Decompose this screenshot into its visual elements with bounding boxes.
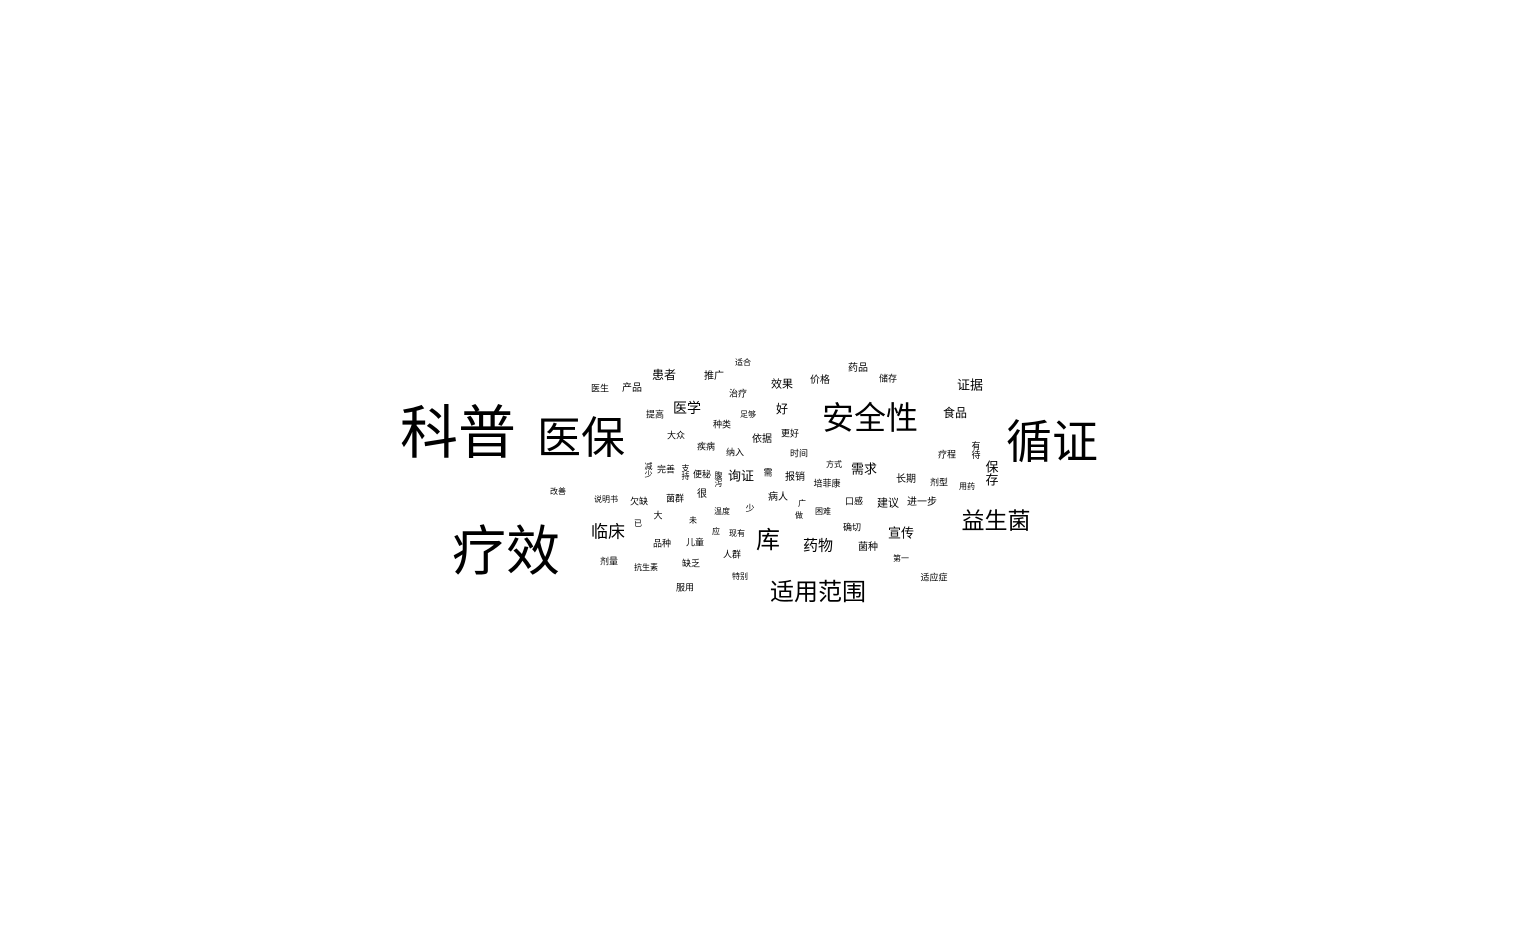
word: 库 [756, 526, 780, 554]
word: 大众 [666, 431, 686, 442]
word: 长期 [896, 474, 916, 485]
word: 菌种 [858, 542, 878, 553]
word: 服用 [675, 583, 695, 594]
word: 询证 [727, 469, 755, 485]
word: 腹泻 [714, 471, 723, 487]
word: 缺乏 [681, 559, 701, 570]
word: 儿童 [685, 538, 705, 549]
word: 循证 [1006, 415, 1098, 469]
word: 药物 [802, 536, 834, 555]
word: 提高 [645, 410, 665, 421]
word: 产品 [622, 383, 642, 394]
word: 安全性 [821, 399, 919, 437]
word: 改善 [550, 487, 566, 496]
word: 很 [697, 489, 707, 500]
word: 价格 [810, 375, 830, 386]
word: 储存 [878, 374, 898, 385]
word: 菌群 [665, 494, 685, 505]
word: 疗程 [937, 450, 957, 461]
word: 方式 [826, 460, 842, 469]
word: 建议 [877, 496, 899, 510]
word: 患者 [651, 368, 677, 382]
word: 剂量 [599, 557, 619, 568]
word: 适合 [735, 358, 751, 367]
word: 疾病 [696, 442, 716, 453]
word: 人群 [722, 550, 742, 561]
word: 种类 [712, 420, 732, 431]
word: 说明书 [594, 495, 618, 504]
word: 疗效 [452, 520, 560, 583]
word: 依据 [752, 434, 772, 445]
word: 适用范围 [770, 578, 866, 606]
word: 适应症 [920, 573, 948, 584]
word: 科普 [399, 399, 517, 467]
word: 用药 [959, 482, 975, 491]
word: 抗生素 [634, 563, 658, 572]
word: 医保 [537, 413, 625, 464]
word: 第一 [893, 554, 909, 563]
word: 现有 [729, 529, 745, 538]
word: 剂型 [929, 478, 949, 489]
word: 欠缺 [629, 497, 649, 508]
word: 大 [653, 511, 663, 522]
word: 口感 [844, 497, 864, 508]
word: 困难 [815, 507, 831, 516]
word: 培菲康 [813, 479, 841, 490]
word: 报销 [785, 472, 805, 483]
word: 推广 [704, 371, 724, 382]
word: 足够 [740, 410, 756, 419]
word: 病人 [768, 492, 788, 503]
word: 需 [763, 468, 773, 479]
word: 保存 [982, 460, 998, 486]
word: 治疗 [728, 389, 748, 400]
word: 效果 [771, 377, 793, 391]
word: 少 [745, 504, 755, 515]
word: 便秘 [692, 470, 712, 481]
word: 证据 [956, 378, 984, 394]
word: 需求 [850, 462, 878, 478]
word: 医学 [673, 401, 701, 417]
word: 食品 [942, 406, 968, 420]
word: 品种 [652, 539, 672, 550]
word: 应 [712, 527, 720, 536]
word: 广 [798, 499, 806, 508]
word: 支持 [681, 464, 690, 480]
word: 特别 [732, 572, 748, 581]
word: 温度 [714, 507, 730, 516]
word: 做 [795, 511, 803, 520]
word: 宣传 [887, 526, 915, 542]
word: 医生 [590, 384, 610, 395]
word: 有待 [969, 441, 980, 459]
word: 未 [689, 516, 697, 525]
word: 药品 [848, 363, 868, 374]
word: 临床 [591, 522, 625, 543]
word: 完善 [656, 465, 676, 476]
word: 确切 [842, 523, 862, 534]
word: 更好 [780, 429, 800, 440]
word: 时间 [789, 449, 809, 460]
word: 已 [634, 519, 642, 528]
word: 好 [775, 402, 789, 416]
word: 减少 [644, 462, 653, 478]
word: 纳入 [725, 448, 745, 459]
word: 进一步 [907, 497, 937, 508]
word: 益生菌 [961, 508, 1031, 535]
